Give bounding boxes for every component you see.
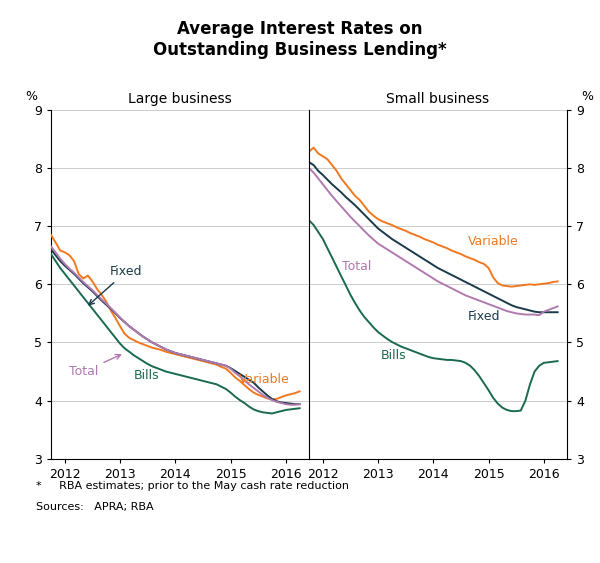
Text: Average Interest Rates on
Outstanding Business Lending*: Average Interest Rates on Outstanding Bu… xyxy=(153,20,447,59)
Text: Variable: Variable xyxy=(467,235,518,248)
Text: *     RBA estimates; prior to the May cash rate reduction: * RBA estimates; prior to the May cash r… xyxy=(36,481,349,491)
Text: %: % xyxy=(581,90,593,103)
Title: Large business: Large business xyxy=(128,92,232,106)
Text: Bills: Bills xyxy=(134,369,160,382)
Text: Total: Total xyxy=(69,355,121,378)
Title: Small business: Small business xyxy=(386,92,490,106)
Text: Sources:   APRA; RBA: Sources: APRA; RBA xyxy=(36,502,154,512)
Text: Fixed: Fixed xyxy=(467,310,500,323)
Text: Variable: Variable xyxy=(239,373,290,386)
Text: Total: Total xyxy=(342,260,371,272)
Text: Fixed: Fixed xyxy=(89,265,143,305)
Text: %: % xyxy=(25,90,37,103)
Text: Bills: Bills xyxy=(381,349,406,362)
